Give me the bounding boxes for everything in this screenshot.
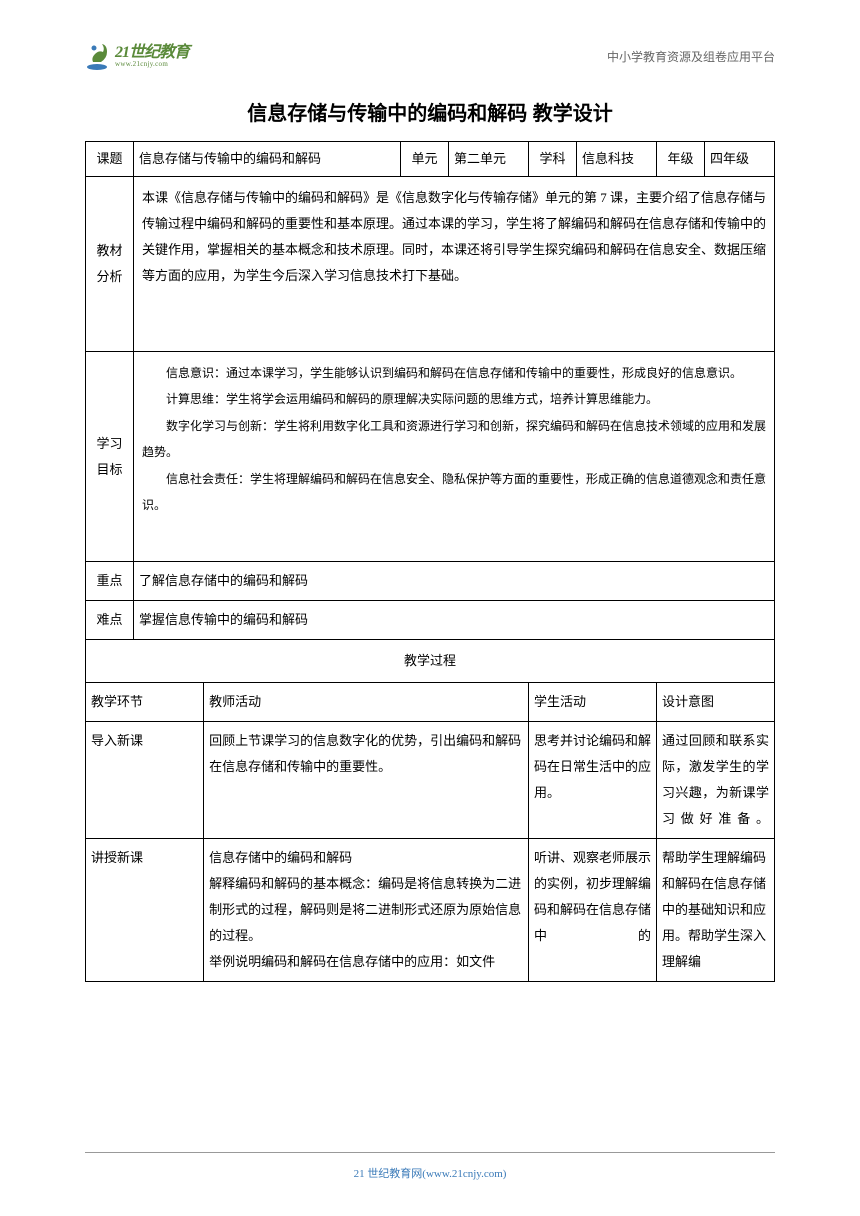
footer-divider xyxy=(85,1152,775,1153)
table-row-process-header: 教学过程 xyxy=(86,640,775,683)
col-student: 学生活动 xyxy=(529,683,657,722)
keypoint-label: 重点 xyxy=(86,562,134,601)
logo-main-text: 21世纪教育 xyxy=(115,45,189,61)
teacher-2-p3: 举例说明编码和解码在信息存储中的应用：如文件 xyxy=(209,949,523,975)
footer-text: 21 世纪教育网(www.21cnjy.com) xyxy=(354,1168,507,1180)
logo-sub-text: www.21cnjy.com xyxy=(115,61,189,68)
table-row-process-cols: 教学环节 教师活动 学生活动 设计意图 xyxy=(86,683,775,722)
page-header: 21世纪教育 www.21cnjy.com 中小学教育资源及组卷应用平台 xyxy=(85,40,775,72)
phase-1: 导入新课 xyxy=(86,722,204,839)
material-label: 教材分析 xyxy=(86,177,134,352)
table-row-meta: 课题 信息存储与传输中的编码和解码 单元 第二单元 学科 信息科技 年级 四年级 xyxy=(86,142,775,177)
col-phase: 教学环节 xyxy=(86,683,204,722)
objective-p4: 信息社会责任：学生将理解编码和解码在信息安全、隐私保护等方面的重要性，形成正确的… xyxy=(142,466,766,519)
teacher-2-p1: 信息存储中的编码和解码 xyxy=(209,845,523,871)
table-row-process-2: 讲授新课 信息存储中的编码和解码 解释编码和解码的基本概念：编码是将信息转换为二… xyxy=(86,839,775,982)
design-1: 通过回顾和联系实际，激发学生的学习兴趣，为新课学习做好准备。 xyxy=(657,722,775,839)
page-footer: 21 世纪教育网(www.21cnjy.com) xyxy=(0,1152,860,1181)
teacher-1: 回顾上节课学习的信息数字化的优势，引出编码和解码在信息存储和传输中的重要性。 xyxy=(204,722,529,839)
table-row-material: 教材分析 本课《信息存储与传输中的编码和解码》是《信息数字化与传输存储》单元的第… xyxy=(86,177,775,352)
material-content: 本课《信息存储与传输中的编码和解码》是《信息数字化与传输存储》单元的第 7 课，… xyxy=(134,177,775,352)
unit-value: 第二单元 xyxy=(449,142,529,177)
table-row-objectives: 学习目标 信息意识：通过本课学习，学生能够认识到编码和解码在信息存储和传输中的重… xyxy=(86,352,775,562)
table-row-keypoint: 重点 了解信息存储中的编码和解码 xyxy=(86,562,775,601)
table-row-difficulty: 难点 掌握信息传输中的编码和解码 xyxy=(86,601,775,640)
objective-p3: 数字化学习与创新：学生将利用数字化工具和资源进行学习和创新，探究编码和解码在信息… xyxy=(142,413,766,466)
grade-value: 四年级 xyxy=(705,142,775,177)
objective-p2: 计算思维：学生将学会运用编码和解码的原理解决实际问题的思维方式，培养计算思维能力… xyxy=(142,386,766,412)
teacher-2: 信息存储中的编码和解码 解释编码和解码的基本概念：编码是将信息转换为二进制形式的… xyxy=(204,839,529,982)
unit-label: 单元 xyxy=(401,142,449,177)
table-row-process-1: 导入新课 回顾上节课学习的信息数字化的优势，引出编码和解码在信息存储和传输中的重… xyxy=(86,722,775,839)
col-teacher: 教师活动 xyxy=(204,683,529,722)
lesson-plan-table: 课题 信息存储与传输中的编码和解码 单元 第二单元 学科 信息科技 年级 四年级… xyxy=(85,141,775,982)
process-header: 教学过程 xyxy=(86,640,775,683)
grade-label: 年级 xyxy=(657,142,705,177)
logo: 21世纪教育 www.21cnjy.com xyxy=(85,40,189,72)
topic-label: 课题 xyxy=(86,142,134,177)
objectives-label: 学习目标 xyxy=(86,352,134,562)
logo-icon xyxy=(85,40,111,72)
difficulty-content: 掌握信息传输中的编码和解码 xyxy=(134,601,775,640)
phase-2: 讲授新课 xyxy=(86,839,204,982)
col-design: 设计意图 xyxy=(657,683,775,722)
teacher-2-p2: 解释编码和解码的基本概念：编码是将信息转换为二进制形式的过程，解码则是将二进制形… xyxy=(209,871,523,949)
student-1: 思考并讨论编码和解码在日常生活中的应用。 xyxy=(529,722,657,839)
document-title: 信息存储与传输中的编码和解码 教学设计 xyxy=(85,97,775,126)
keypoint-content: 了解信息存储中的编码和解码 xyxy=(134,562,775,601)
topic-value: 信息存储与传输中的编码和解码 xyxy=(134,142,401,177)
design-2: 帮助学生理解编码和解码在信息存储中的基础知识和应用。帮助学生深入理解编 xyxy=(657,839,775,982)
objective-p1: 信息意识：通过本课学习，学生能够认识到编码和解码在信息存储和传输中的重要性，形成… xyxy=(142,360,766,386)
student-2: 听讲、观察老师展示的实例，初步理解编码和解码在信息存储中的 xyxy=(529,839,657,982)
subject-label: 学科 xyxy=(529,142,577,177)
subject-value: 信息科技 xyxy=(577,142,657,177)
difficulty-label: 难点 xyxy=(86,601,134,640)
objectives-content: 信息意识：通过本课学习，学生能够认识到编码和解码在信息存储和传输中的重要性，形成… xyxy=(134,352,775,562)
header-right-text: 中小学教育资源及组卷应用平台 xyxy=(607,48,775,65)
